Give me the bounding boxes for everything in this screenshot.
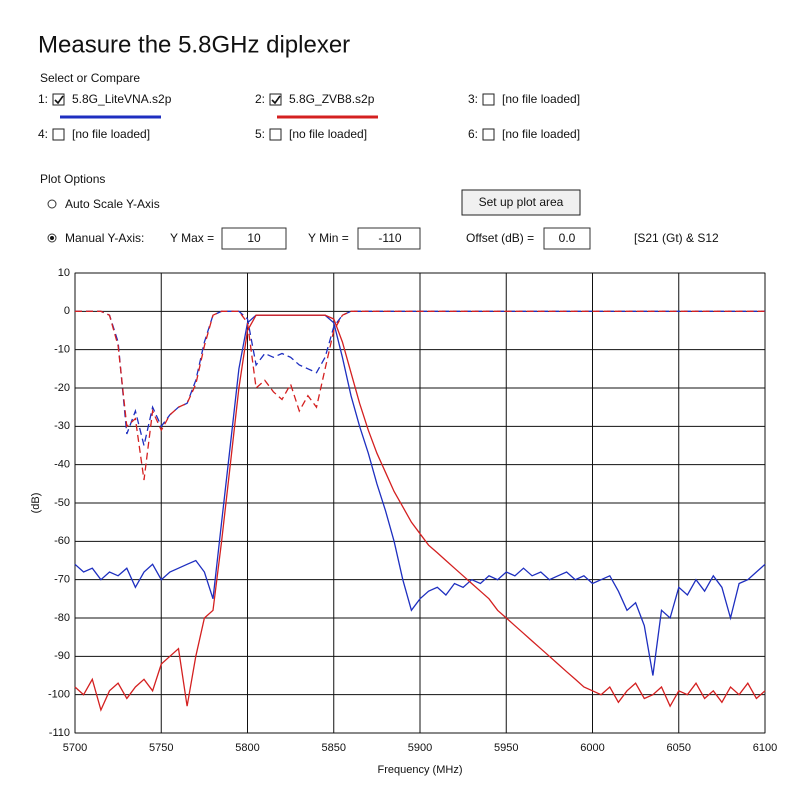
y-tick-label: -30 [54, 420, 70, 432]
x-tick-label: 5700 [63, 742, 87, 754]
x-tick-label: 6050 [667, 742, 691, 754]
section-title: Plot Options [40, 172, 105, 186]
input-box[interactable] [221, 227, 287, 250]
file-number: 3: [468, 92, 478, 106]
check-mark [54, 95, 64, 105]
radio-label: Manual Y-Axis: [65, 231, 144, 245]
file-number: 4: [38, 127, 48, 141]
section-title: Select or Compare [40, 71, 140, 85]
y-axis-label: (dB) [30, 493, 42, 514]
x-axis-label: Frequency (MHz) [378, 764, 463, 776]
x-tick-label: 5950 [494, 742, 518, 754]
y-tick-label: 0 [64, 305, 70, 317]
dashed-trace [75, 310, 765, 481]
file-name: [no file loaded] [289, 127, 367, 141]
file-number: 5: [255, 127, 265, 141]
checkbox[interactable] [482, 93, 495, 106]
y-tick-label: -70 [54, 574, 70, 586]
page-title: Measure the 5.8GHz diplexer [38, 31, 350, 58]
y-tick-label: -10 [54, 344, 70, 356]
y-tick-label: -110 [49, 727, 70, 739]
checkbox[interactable] [52, 93, 65, 106]
y-tick-label: -100 [48, 689, 70, 701]
field-label: Offset (dB) = [466, 231, 534, 245]
y-tick-label: -90 [54, 650, 70, 662]
y-tick-label: 10 [58, 267, 70, 279]
checkbox[interactable] [269, 93, 282, 106]
y-tick-label: -80 [54, 612, 70, 624]
input-value: 0.0 [559, 231, 576, 245]
input-value: -110 [378, 231, 401, 245]
file-number: 2: [255, 92, 265, 106]
file-name: [no file loaded] [72, 127, 150, 141]
x-tick-label: 5800 [235, 742, 259, 754]
x-tick-label: 6100 [753, 742, 777, 754]
y-tick-label: -50 [54, 497, 70, 509]
x-tick-label: 5750 [149, 742, 173, 754]
x-tick-label: 5850 [322, 742, 346, 754]
file-number: 6: [468, 127, 478, 141]
trace [74, 314, 766, 712]
checkbox[interactable] [269, 128, 282, 141]
file-name: 5.8G_ZVB8.s2p [289, 92, 375, 106]
trace [74, 314, 766, 676]
field-label: Y Min = [308, 231, 349, 245]
button-label: Set up plot area [479, 195, 564, 209]
trace-label: [S21 (Gt) & S12 [634, 231, 719, 245]
input-box[interactable] [357, 227, 421, 250]
file-number: 1: [38, 92, 48, 106]
field-label: Y Max = [170, 231, 214, 245]
input-value: 10 [247, 231, 261, 245]
input-box[interactable] [543, 227, 591, 250]
y-tick-label: -20 [54, 382, 70, 394]
button[interactable] [461, 189, 581, 216]
file-name: [no file loaded] [502, 92, 580, 106]
file-name: [no file loaded] [502, 127, 580, 141]
x-tick-label: 6000 [580, 742, 604, 754]
y-tick-label: -60 [54, 535, 70, 547]
radio-dot [50, 236, 54, 240]
chart: 10 0 -10 -20 -30 -40 -50 -60 -70 -80 -90 -100 -110 57… [30, 267, 777, 776]
checkbox[interactable] [52, 128, 65, 141]
x-tick-label: 5900 [408, 742, 432, 754]
radio[interactable] [47, 199, 57, 209]
file-name: 5.8G_LiteVNA.s2p [72, 92, 172, 106]
checkbox[interactable] [482, 128, 495, 141]
check-mark [271, 95, 281, 105]
radio-label: Auto Scale Y-Axis [65, 197, 160, 211]
y-tick-label: -40 [54, 459, 70, 471]
